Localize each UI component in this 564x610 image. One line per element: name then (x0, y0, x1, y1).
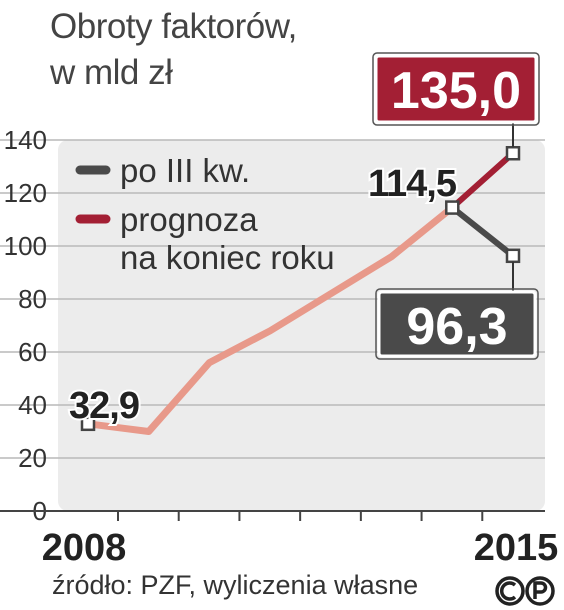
forecast-value-label: 135,0 (391, 62, 521, 120)
forecast-point-marker (505, 146, 521, 161)
y-tick-label: 20 (18, 443, 47, 473)
chart-title-line-2: w mld zł (50, 53, 173, 92)
x-tick-label: 2008 (42, 527, 127, 569)
y-tick-label: 40 (18, 390, 47, 420)
legend-label-forecast: prognoza (120, 201, 258, 238)
forecast-value-box-outline (372, 52, 540, 126)
start-value-label: 32,9 (69, 385, 139, 427)
chart-title: Obroty faktorów, w mld zł (50, 4, 297, 96)
y-tick-label: 100 (4, 231, 47, 261)
copyright-cp-icon (495, 576, 555, 606)
history-series-line (84, 204, 456, 435)
y-tick-label: 140 (4, 125, 47, 155)
y-tick-label: 80 (18, 284, 47, 314)
branch-point-marker (445, 200, 460, 215)
actual-value-box-outline (375, 288, 539, 360)
y-tick-label: 60 (18, 337, 47, 367)
actual-value-box (377, 290, 537, 358)
source-note: źródło: PZF, wyliczenia własne (52, 570, 419, 600)
legend-label-actual: po III kw. (120, 152, 250, 189)
y-tick-label: 120 (4, 178, 47, 208)
forecast-series-line (449, 150, 516, 211)
x-tick-label: 2015 (474, 527, 559, 569)
branch-value-label: 114,5 (368, 163, 457, 205)
chart-title-line-1: Obroty faktorów, (50, 7, 297, 46)
forecast-value-box (374, 54, 538, 124)
actual-point-marker (505, 248, 521, 264)
start-point-marker (80, 416, 96, 432)
actual-series-line (449, 204, 516, 259)
actual-value-label: 96,3 (406, 298, 507, 356)
legend-label-forecast-line-2: na koniec roku (120, 239, 335, 276)
